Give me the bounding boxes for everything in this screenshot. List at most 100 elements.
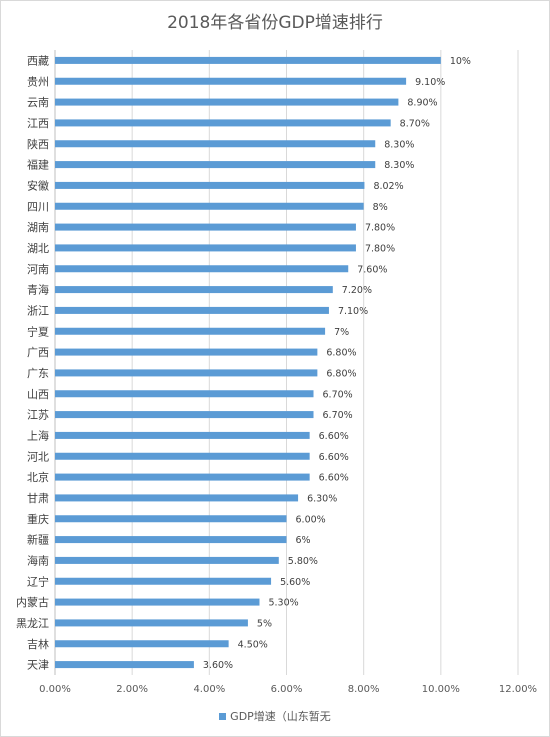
category-label: 湖南 — [27, 221, 49, 234]
bar — [55, 140, 376, 148]
category-label: 江苏 — [27, 409, 49, 422]
category-label: 天津 — [27, 659, 49, 672]
category-label: 四川 — [27, 200, 49, 213]
category-label: 上海 — [27, 428, 49, 442]
data-label: 3.60% — [203, 660, 233, 671]
legend-label: GDP增速（山东暂无 — [230, 710, 331, 723]
x-tick-label: 6.00% — [271, 684, 303, 695]
data-label: 6.60% — [319, 473, 349, 484]
category-label: 黑龙江 — [16, 617, 49, 630]
bar — [55, 56, 441, 64]
data-label: 8% — [373, 202, 388, 213]
bar — [55, 577, 272, 585]
category-label: 新疆 — [27, 533, 49, 547]
data-label: 5% — [257, 618, 272, 629]
data-label: 5.60% — [280, 577, 310, 588]
category-label: 海南 — [27, 553, 49, 567]
category-label: 云南 — [27, 96, 49, 109]
data-label: 7.60% — [357, 264, 387, 275]
bar — [55, 119, 391, 127]
data-label: 7.80% — [365, 243, 395, 254]
data-label: 6.80% — [326, 368, 356, 379]
data-label: 7.20% — [342, 285, 372, 296]
bar — [55, 265, 349, 273]
category-label: 吉林 — [27, 637, 49, 651]
bar — [55, 536, 287, 544]
data-label: 6.60% — [319, 431, 349, 442]
bar — [55, 286, 333, 294]
bar — [55, 369, 318, 377]
category-label: 江西 — [27, 117, 49, 130]
category-label: 甘肃 — [27, 492, 49, 505]
x-tick-label: 8.00% — [348, 684, 380, 695]
x-tick-label: 0.00% — [39, 684, 71, 695]
data-label: 9.10% — [415, 77, 445, 88]
bar — [55, 452, 310, 460]
data-label: 8.30% — [384, 139, 414, 150]
category-label: 陕西 — [27, 137, 49, 151]
category-label: 安徽 — [27, 178, 49, 192]
data-label: 4.50% — [238, 639, 268, 650]
bar — [55, 640, 229, 648]
bar — [55, 98, 399, 106]
category-label: 青海 — [27, 283, 49, 297]
x-tick-label: 10.00% — [422, 684, 460, 695]
chart-title: 2018年各省份GDP增速排行 — [167, 13, 383, 33]
bar — [55, 390, 314, 398]
category-label: 内蒙古 — [16, 595, 49, 609]
bar — [55, 473, 310, 481]
bar — [55, 348, 318, 356]
category-label: 广西 — [27, 346, 49, 359]
x-tick-label: 2.00% — [116, 684, 148, 695]
bar — [55, 661, 194, 669]
data-label: 10% — [450, 56, 471, 67]
data-label: 7.80% — [365, 223, 395, 234]
bar — [55, 223, 356, 231]
data-label: 8.90% — [407, 98, 437, 109]
data-label: 7% — [334, 327, 349, 338]
bar — [55, 598, 260, 606]
legend: GDP增速（山东暂无 — [0, 708, 550, 724]
data-label: 6.70% — [323, 410, 353, 421]
category-label: 湖北 — [27, 242, 49, 255]
bar — [55, 515, 287, 523]
bar — [55, 494, 299, 502]
data-label: 6.60% — [319, 452, 349, 463]
category-label: 贵州 — [27, 75, 49, 88]
bar — [55, 77, 407, 85]
category-label: 宁夏 — [27, 324, 49, 338]
category-label: 西藏 — [27, 54, 49, 67]
data-label: 8.70% — [400, 118, 430, 129]
data-label: 7.10% — [338, 306, 368, 317]
category-label: 河南 — [27, 263, 49, 276]
bar — [55, 202, 364, 210]
category-label: 河北 — [27, 450, 49, 463]
category-label: 广东 — [27, 367, 49, 380]
bar — [55, 411, 314, 419]
x-tick-label: 12.00% — [499, 684, 537, 695]
data-label: 8.30% — [384, 160, 414, 171]
data-label: 8.02% — [373, 181, 403, 192]
bar — [55, 306, 329, 314]
data-label: 6% — [296, 535, 311, 546]
bar — [55, 244, 356, 252]
x-tick-label: 4.00% — [193, 684, 225, 695]
bar — [55, 327, 326, 335]
bar — [55, 619, 248, 627]
legend-swatch — [219, 712, 227, 720]
bar — [55, 181, 365, 189]
bar — [55, 161, 376, 169]
data-label: 6.30% — [307, 493, 337, 504]
data-label: 6.80% — [326, 348, 356, 359]
category-label: 辽宁 — [27, 574, 49, 588]
data-label: 5.30% — [268, 598, 298, 609]
category-label: 浙江 — [27, 304, 49, 317]
category-label: 山西 — [27, 388, 49, 401]
category-label: 福建 — [27, 158, 49, 172]
data-label: 6.70% — [323, 389, 353, 400]
data-label: 5.80% — [288, 556, 318, 567]
data-label: 6.00% — [296, 514, 326, 525]
category-label: 重庆 — [27, 512, 49, 526]
category-label: 北京 — [27, 470, 49, 484]
